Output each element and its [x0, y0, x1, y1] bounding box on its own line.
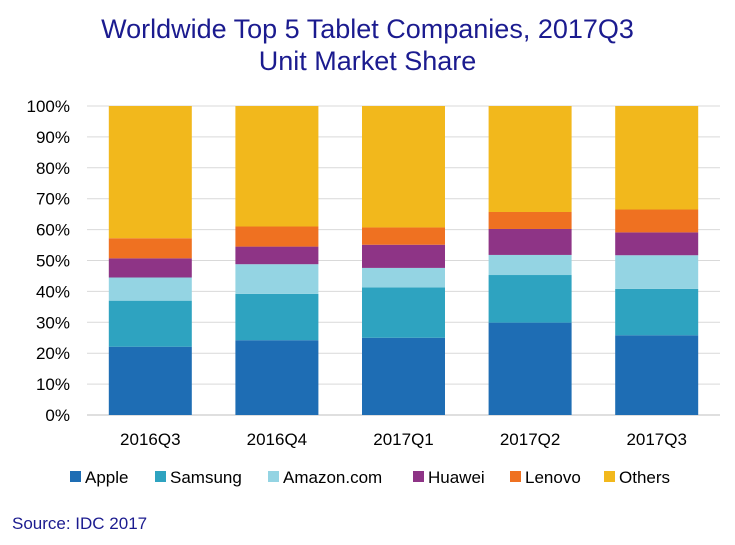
bar-segment-apple	[235, 340, 319, 415]
bar-segment-huawei	[615, 232, 699, 256]
bar-segment-huawei	[488, 228, 572, 255]
bar-segment-samsung	[362, 287, 445, 338]
y-tick-label: 70%	[36, 190, 70, 209]
y-tick-label: 50%	[36, 252, 70, 271]
legend-swatch	[510, 471, 521, 482]
x-tick-label: 2017Q2	[500, 430, 561, 449]
y-tick-label: 20%	[36, 344, 70, 363]
bar-segment-others	[235, 106, 319, 227]
bar-segment-lenovo	[615, 209, 699, 233]
x-tick-label: 2017Q3	[626, 430, 687, 449]
legend-label: Others	[619, 468, 670, 487]
legend-swatch	[268, 471, 279, 482]
bar-segment-amazon-com	[488, 254, 572, 276]
bar-segment-lenovo	[488, 211, 572, 229]
legend-swatch	[604, 471, 615, 482]
bar-segment-others	[488, 106, 572, 212]
bar-segment-huawei	[108, 258, 192, 278]
bar-segment-lenovo	[108, 238, 192, 259]
bar-segment-samsung	[108, 300, 192, 347]
y-tick-label: 10%	[36, 375, 70, 394]
bar-segment-apple	[488, 322, 572, 415]
x-tick-label: 2016Q3	[120, 430, 181, 449]
bar-segment-amazon-com	[108, 277, 192, 301]
bar-segment-lenovo	[362, 227, 445, 245]
bar-segment-others	[362, 106, 445, 228]
bar-segment-samsung	[488, 275, 572, 323]
bar-segment-lenovo	[235, 226, 319, 247]
x-tick-label: 2016Q4	[247, 430, 308, 449]
bar-segment-apple	[615, 335, 699, 415]
legend-label: Samsung	[170, 468, 242, 487]
bar-segment-amazon-com	[235, 264, 319, 294]
bar-segment-apple	[362, 337, 445, 415]
legend-label: Apple	[85, 468, 128, 487]
bar-segment-amazon-com	[362, 267, 445, 288]
bar-segment-apple	[108, 346, 192, 415]
legend-label: Huawei	[428, 468, 485, 487]
y-tick-label: 80%	[36, 159, 70, 178]
bar-segment-amazon-com	[615, 255, 699, 289]
chart-title: Worldwide Top 5 Tablet Companies, 2017Q3	[101, 14, 634, 44]
y-tick-label: 0%	[45, 406, 70, 425]
bar-segment-huawei	[362, 244, 445, 268]
y-tick-label: 40%	[36, 282, 70, 301]
y-tick-label: 90%	[36, 128, 70, 147]
legend-swatch	[70, 471, 81, 482]
y-tick-label: 100%	[27, 97, 70, 116]
bar-segment-others	[108, 106, 192, 239]
bar-segment-samsung	[235, 293, 319, 341]
x-tick-label: 2017Q1	[373, 430, 434, 449]
legend-label: Amazon.com	[283, 468, 382, 487]
bar-segment-others	[615, 106, 699, 210]
y-tick-label: 60%	[36, 221, 70, 240]
bar-segment-samsung	[615, 288, 699, 336]
chart-subtitle: Unit Market Share	[258, 46, 477, 76]
legend-swatch	[413, 471, 424, 482]
bar-segment-huawei	[235, 246, 319, 265]
source-note: Source: IDC 2017	[12, 514, 148, 533]
y-tick-label: 30%	[36, 313, 70, 332]
legend-label: Lenovo	[525, 468, 581, 487]
legend-swatch	[155, 471, 166, 482]
